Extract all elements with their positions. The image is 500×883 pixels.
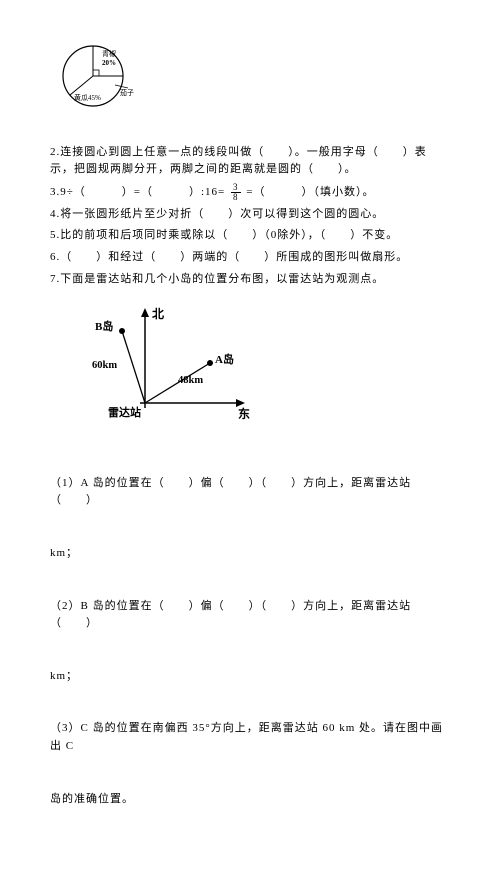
station-label: 雷达站 bbox=[108, 405, 141, 419]
question-2: 2.连接圆心到圆上任意一点的线段叫做（ ）。一般用字母（ ）表示，把圆规两脚分开… bbox=[50, 144, 450, 179]
pie-label-right: 茄子 bbox=[120, 88, 134, 97]
a-island-label: A岛 bbox=[215, 352, 234, 366]
km-1: km； bbox=[50, 545, 450, 563]
b-island-label: B岛 bbox=[95, 319, 113, 333]
km-2: km； bbox=[50, 668, 450, 686]
radar-diagram: 北 东 雷达站 A岛 48km B岛 60km bbox=[90, 303, 450, 440]
sub-question-3: （3）C 岛的位置在南偏西 35°方向上，距离雷达站 60 km 处。请在图中画… bbox=[50, 720, 450, 755]
pie-label-top: 青椒 bbox=[102, 49, 116, 58]
sub-question-3b: 岛的准确位置。 bbox=[50, 791, 450, 809]
q3-prefix: 3.9÷（ ）=（ ）:16= bbox=[50, 186, 225, 198]
question-4: 4.将一张圆形纸片至少对折（ ）次可以得到这个圆的圆心。 bbox=[50, 206, 450, 224]
q3-suffix: =（ ）（填小数）。 bbox=[246, 186, 374, 198]
sub-question-1: （1）A 岛的位置在（ ）偏（ ）（ ）方向上，距离雷达站（ ） bbox=[50, 475, 450, 510]
dist-48: 48km bbox=[178, 375, 203, 386]
question-3: 3.9÷（ ）=（ ）:16= 3 8 =（ ）（填小数）。 bbox=[50, 183, 450, 202]
east-label: 东 bbox=[238, 406, 250, 421]
pie-label-bottom: 黄瓜45% bbox=[74, 93, 101, 102]
fraction-den: 8 bbox=[231, 193, 241, 202]
question-7: 7.下面是雷达站和几个小岛的位置分布图，以雷达站为观测点。 bbox=[50, 271, 450, 289]
pie-label-pct: 20% bbox=[102, 59, 116, 67]
pie-chart: 青椒 20% 茄子 黄瓜45% bbox=[60, 40, 450, 119]
dist-60: 60km bbox=[92, 360, 117, 371]
sub-question-2: （2）B 岛的位置在（ ）偏（ ）（ ）方向上，距离雷达站（ ） bbox=[50, 598, 450, 633]
q3-fraction: 3 8 bbox=[231, 183, 241, 202]
question-6: 6.（ ）和经过（ ）两端的（ ）所围成的图形叫做扇形。 bbox=[50, 249, 450, 267]
north-label: 北 bbox=[152, 306, 164, 321]
question-5: 5.比的前项和后项同时乘或除以（ ）（0除外），（ ）不变。 bbox=[50, 227, 450, 245]
